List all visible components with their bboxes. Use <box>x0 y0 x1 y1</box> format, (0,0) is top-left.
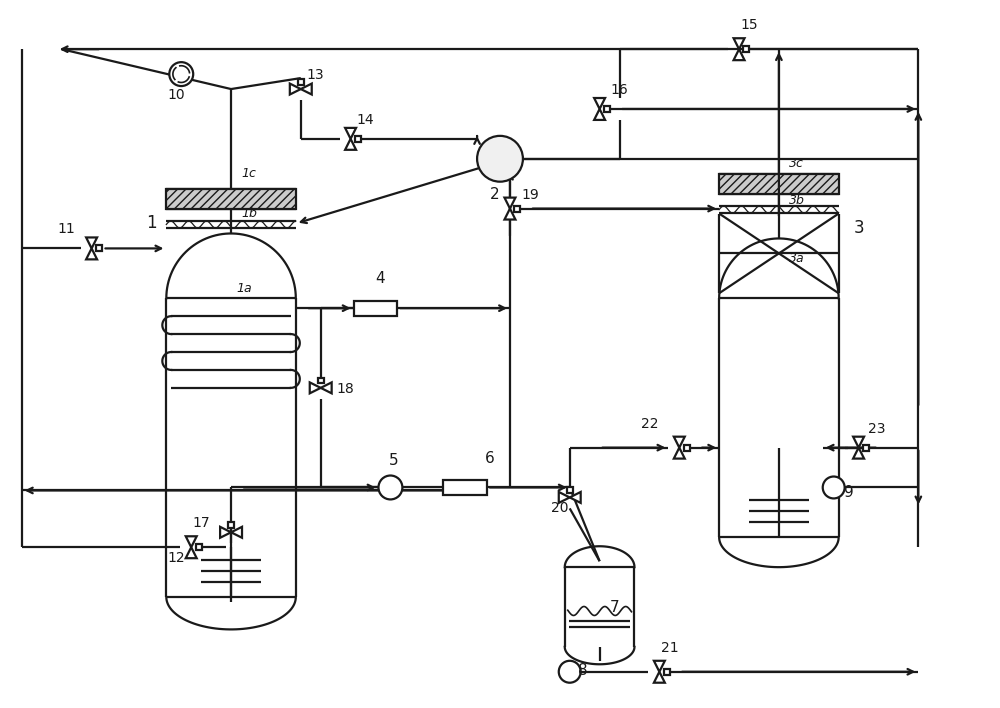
Text: 14: 14 <box>357 113 374 127</box>
Circle shape <box>378 476 402 499</box>
Polygon shape <box>231 527 242 538</box>
Polygon shape <box>674 447 685 459</box>
Polygon shape <box>594 109 605 120</box>
Text: 17: 17 <box>192 516 210 530</box>
Text: 22: 22 <box>641 417 658 430</box>
Bar <box>664 669 670 675</box>
Text: 7: 7 <box>610 600 619 615</box>
Bar <box>567 487 573 493</box>
Bar <box>719 173 839 193</box>
Text: 3a: 3a <box>789 252 804 265</box>
Text: 15: 15 <box>740 18 758 33</box>
Bar <box>355 136 361 142</box>
Polygon shape <box>654 672 665 683</box>
Text: 20: 20 <box>551 501 569 515</box>
Circle shape <box>823 476 845 498</box>
Text: 4: 4 <box>376 271 385 286</box>
Polygon shape <box>559 492 570 503</box>
Circle shape <box>477 136 523 182</box>
Polygon shape <box>86 249 97 259</box>
Text: 8: 8 <box>578 663 587 678</box>
Polygon shape <box>290 84 301 95</box>
Bar <box>863 445 869 450</box>
Text: 11: 11 <box>58 222 76 236</box>
Bar <box>743 46 749 52</box>
Text: 2: 2 <box>490 187 500 202</box>
Bar <box>604 106 610 112</box>
Text: 12: 12 <box>167 552 185 565</box>
Polygon shape <box>504 198 515 209</box>
Polygon shape <box>345 128 356 139</box>
Polygon shape <box>321 382 332 394</box>
Bar <box>354 301 397 316</box>
Text: 1b: 1b <box>241 207 257 220</box>
Polygon shape <box>86 237 97 249</box>
Bar <box>228 522 234 528</box>
Text: 21: 21 <box>661 641 678 655</box>
Polygon shape <box>345 139 356 150</box>
Circle shape <box>169 62 193 86</box>
Bar <box>298 79 304 85</box>
Polygon shape <box>853 447 864 459</box>
Polygon shape <box>570 492 581 503</box>
Text: 5: 5 <box>389 452 398 467</box>
Polygon shape <box>853 437 864 447</box>
Text: 19: 19 <box>521 188 539 202</box>
Text: 1: 1 <box>146 215 157 232</box>
Text: 23: 23 <box>868 422 885 435</box>
Polygon shape <box>186 536 197 547</box>
Text: 10: 10 <box>167 88 185 102</box>
Text: 1c: 1c <box>241 167 256 181</box>
Bar <box>318 377 324 384</box>
Polygon shape <box>734 38 745 49</box>
Text: 9: 9 <box>844 486 854 501</box>
Text: 3c: 3c <box>789 157 804 170</box>
Bar <box>443 480 487 495</box>
Polygon shape <box>504 209 515 219</box>
Bar <box>514 205 520 212</box>
Text: 6: 6 <box>485 450 495 466</box>
Bar <box>166 188 296 209</box>
Text: 16: 16 <box>611 83 628 97</box>
Text: 18: 18 <box>337 382 354 396</box>
Polygon shape <box>186 547 197 558</box>
Bar <box>196 544 202 550</box>
Polygon shape <box>310 382 321 394</box>
Polygon shape <box>594 98 605 109</box>
Circle shape <box>559 661 581 683</box>
Bar <box>96 246 102 251</box>
Polygon shape <box>301 84 312 95</box>
Polygon shape <box>674 437 685 447</box>
Polygon shape <box>734 49 745 60</box>
Text: 1a: 1a <box>236 282 252 295</box>
Text: 13: 13 <box>307 68 325 82</box>
Bar <box>684 445 690 450</box>
Text: 3: 3 <box>853 219 864 237</box>
Polygon shape <box>220 527 231 538</box>
Text: 3b: 3b <box>789 194 805 207</box>
Polygon shape <box>654 661 665 672</box>
